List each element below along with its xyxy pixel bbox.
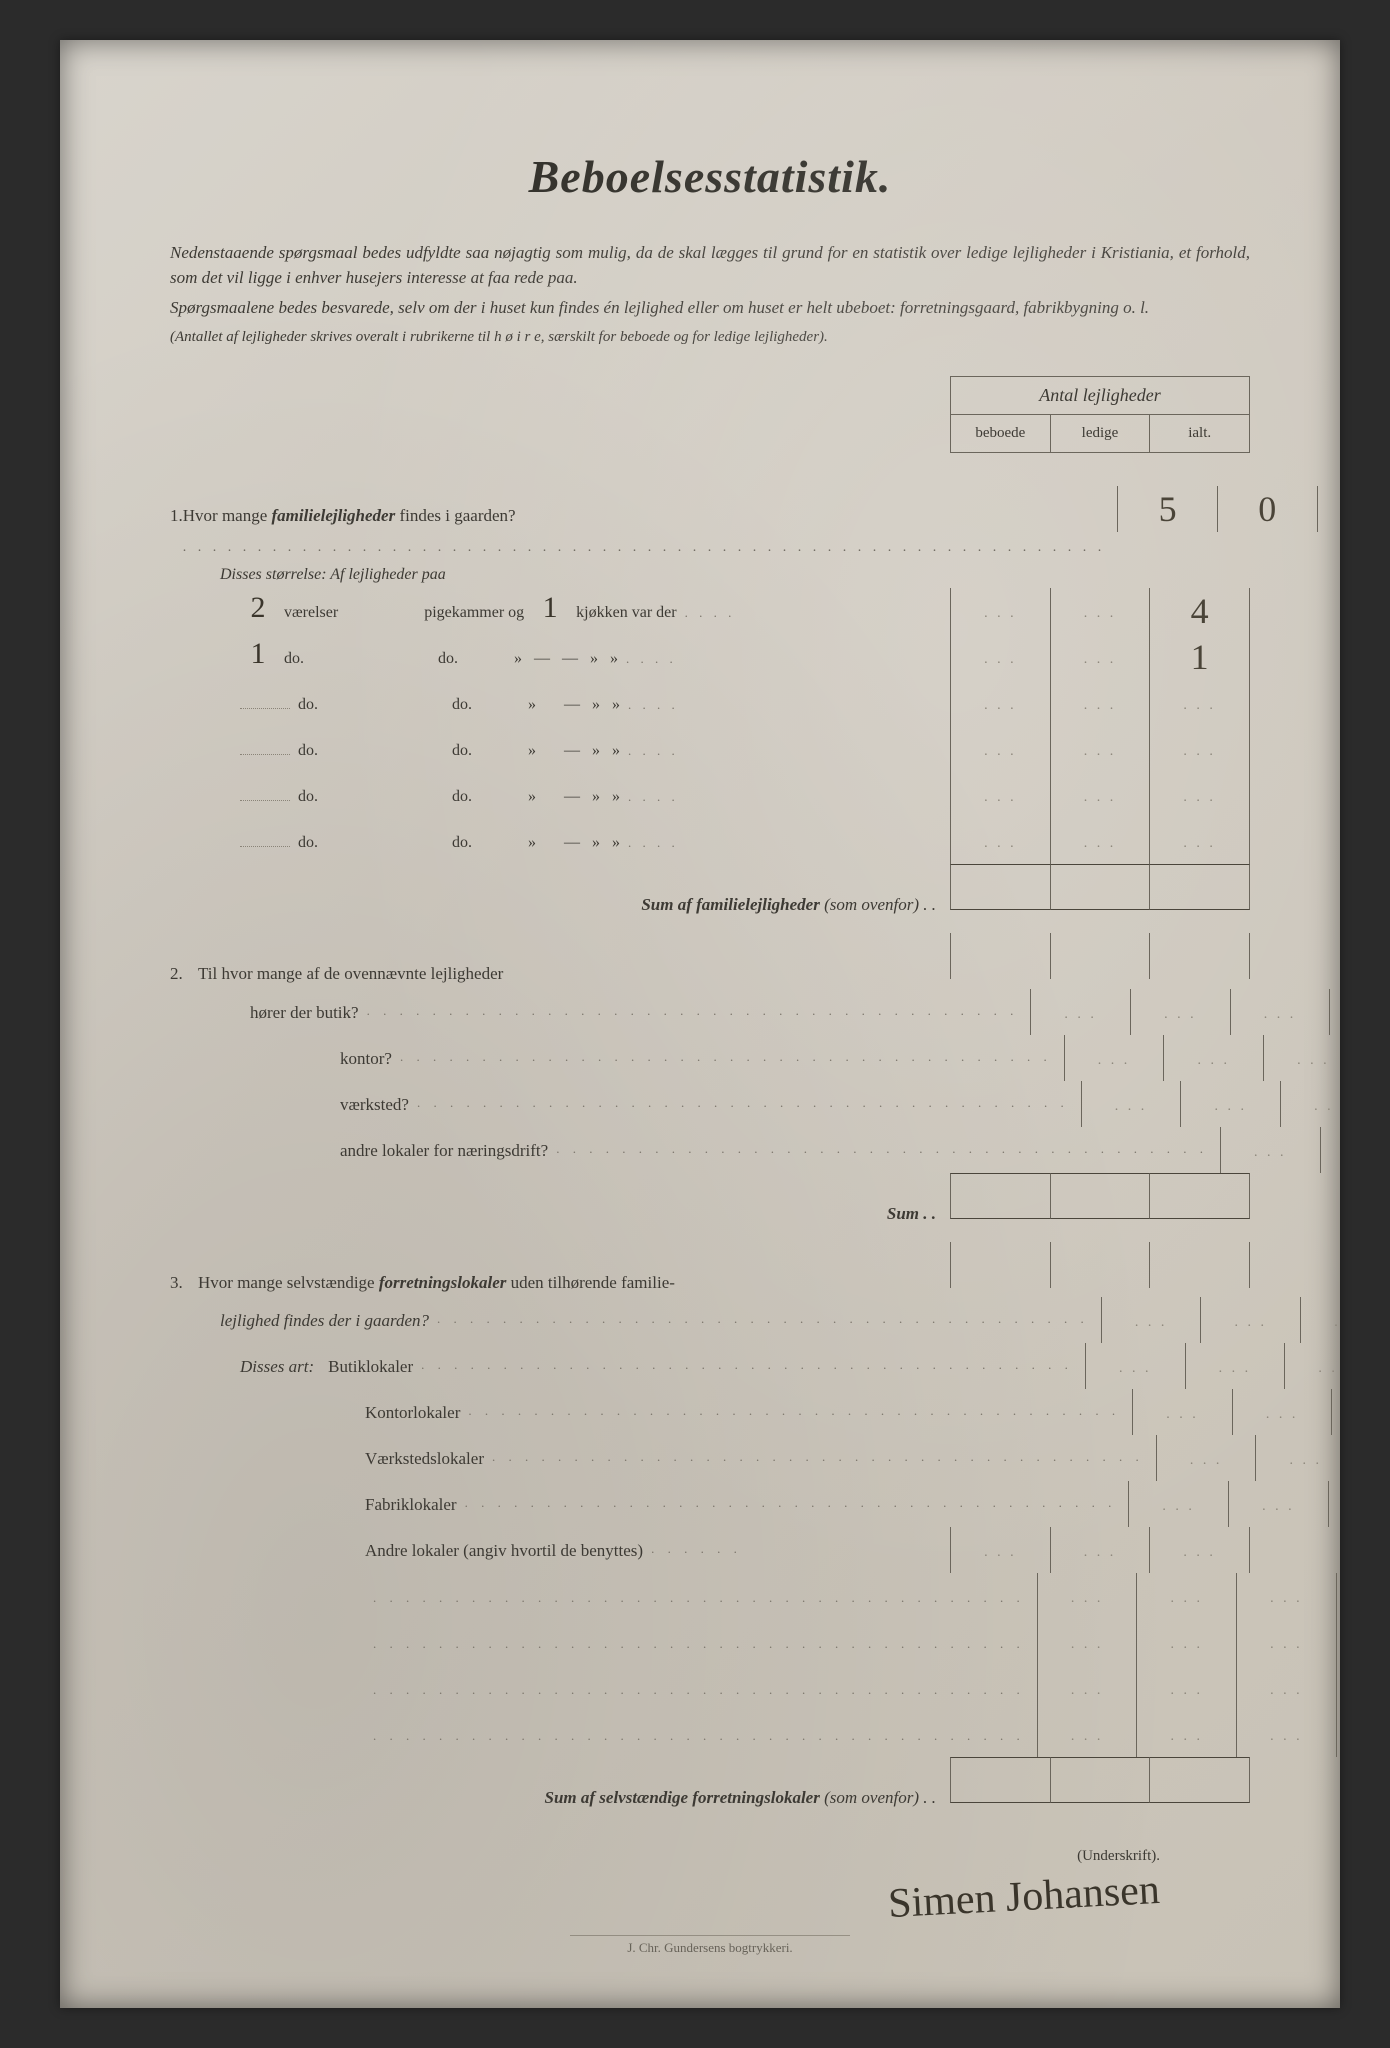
- q3-line: Kontorlokaler. . . . . . . . . . . . . .…: [170, 1389, 1250, 1435]
- q3-line: Fabriklokaler. . . . . . . . . . . . . .…: [170, 1481, 1250, 1527]
- col-beboede: beboede: [951, 415, 1051, 452]
- q1-detail-row: 1 do. do. » — — » » . . . . . . . . . . …: [170, 634, 1250, 680]
- page-title: Beboelsesstatistik.: [170, 150, 1250, 203]
- q2-row: 2. Til hvor mange af de ovennævnte lejli…: [170, 933, 1250, 989]
- q3-line: Andre lokaler (angiv hvortil de benyttes…: [170, 1527, 1250, 1573]
- signature-handwriting: Simen Johansen: [887, 1866, 1161, 1928]
- q1-beboede: 5: [1117, 486, 1217, 532]
- q1-ialt-0: 4: [1149, 588, 1250, 634]
- printer-credit: J. Chr. Gundersens bogtrykkeri.: [570, 1935, 850, 1956]
- q1-ialt: 5: [1317, 486, 1340, 532]
- cell: . . .: [1050, 634, 1150, 680]
- q1-sum-ialt: [1149, 864, 1250, 910]
- q1-sum-beboede: [950, 864, 1050, 910]
- q1-number: 1.: [170, 506, 183, 526]
- q2-sum-row: Sum . .: [170, 1173, 1250, 1224]
- q1-ialt-1: 1: [1149, 634, 1250, 680]
- count-header-title: Antal lejligheder: [951, 377, 1249, 415]
- q2-line: hører der butik?. . . . . . . . . . . . …: [170, 989, 1250, 1035]
- cell: . . .: [1050, 588, 1150, 634]
- q3-text: Hvor mange selvstændige forretningslokal…: [198, 1269, 950, 1298]
- q1-kj-0: 1: [532, 591, 568, 625]
- cell: . . .: [950, 588, 1050, 634]
- q3-blank: . . . . . . . . . . . . . . . . . . . . …: [170, 1619, 1250, 1665]
- q3-blank: . . . . . . . . . . . . . . . . . . . . …: [170, 1573, 1250, 1619]
- q3-row: 3. Hvor mange selvstændige forretningslo…: [170, 1242, 1250, 1298]
- q1-detail-row: do. do. » — » » . . . . . . . . . . . . …: [170, 818, 1250, 864]
- q3-number: 3.: [170, 1273, 198, 1293]
- q1-vaer-1: 1: [240, 637, 276, 671]
- q1-row: 1. Hvor mange familielejligheder findes …: [170, 486, 1250, 560]
- q3-sub: Disses art: Butiklokaler . . . . . . . .…: [170, 1343, 1250, 1389]
- q2-line: værksted?. . . . . . . . . . . . . . . .…: [170, 1081, 1250, 1127]
- col-ledige: ledige: [1051, 415, 1151, 452]
- document-page: Beboelsesstatistik. Nedenstaaende spørgs…: [60, 40, 1340, 2008]
- count-header: Antal lejligheder beboede ledige ialt.: [950, 376, 1250, 453]
- q3-sum-row: Sum af selvstændige forretningslokaler (…: [170, 1757, 1250, 1808]
- q2-text: Til hvor mange af de ovennævnte lejlighe…: [198, 960, 950, 989]
- q3-blank: . . . . . . . . . . . . . . . . . . . . …: [170, 1665, 1250, 1711]
- q3-line-cont: lejlighed findes der i gaarden?. . . . .…: [170, 1297, 1250, 1343]
- q1-detail-row: do. do. » — » » . . . . . . . . . . . . …: [170, 680, 1250, 726]
- q1-ledige: 0: [1217, 486, 1317, 532]
- intro-paragraph-2: Spørgsmaalene bedes besvarede, selv om d…: [170, 296, 1250, 321]
- cell: . . .: [950, 634, 1050, 680]
- form-table: Antal lejligheder beboede ledige ialt. 1…: [170, 376, 1250, 1809]
- q1-detail-row: do. do. » — » » . . . . . . . . . . . . …: [170, 772, 1250, 818]
- q2-line: andre lokaler for næringsdrift?. . . . .…: [170, 1127, 1250, 1173]
- q1-text: Hvor mange familielejligheder findes i g…: [183, 502, 1118, 560]
- signature-label: (Underskrift).: [170, 1848, 1160, 1865]
- q3-line: Værkstedslokaler. . . . . . . . . . . . …: [170, 1435, 1250, 1481]
- signature-block: (Underskrift). Simen Johansen: [170, 1848, 1250, 1921]
- q2-line: kontor?. . . . . . . . . . . . . . . . .…: [170, 1035, 1250, 1081]
- col-ialt: ialt.: [1150, 415, 1249, 452]
- q1-detail-row: do. do. » — » » . . . . . . . . . . . . …: [170, 726, 1250, 772]
- intro-paragraph-3: (Antallet af lejligheder skrives overalt…: [170, 327, 1250, 348]
- q1-sum-ledige: [1050, 864, 1150, 910]
- intro-paragraph-1: Nedenstaaende spørgsmaal bedes udfyldte …: [170, 241, 1250, 290]
- q1-sum-row: Sum af familielejligheder (som ovenfor) …: [170, 864, 1250, 915]
- q1-sub: Disses størrelse: Af lejligheder paa: [170, 566, 1250, 584]
- scan-background: Beboelsesstatistik. Nedenstaaende spørgs…: [0, 0, 1390, 2048]
- q3-blank: . . . . . . . . . . . . . . . . . . . . …: [170, 1711, 1250, 1757]
- q1-detail-row: 2 værelser pigekammer og 1 kjøkken var d…: [170, 588, 1250, 634]
- q1-vaer-0: 2: [240, 591, 276, 625]
- q2-number: 2.: [170, 964, 198, 984]
